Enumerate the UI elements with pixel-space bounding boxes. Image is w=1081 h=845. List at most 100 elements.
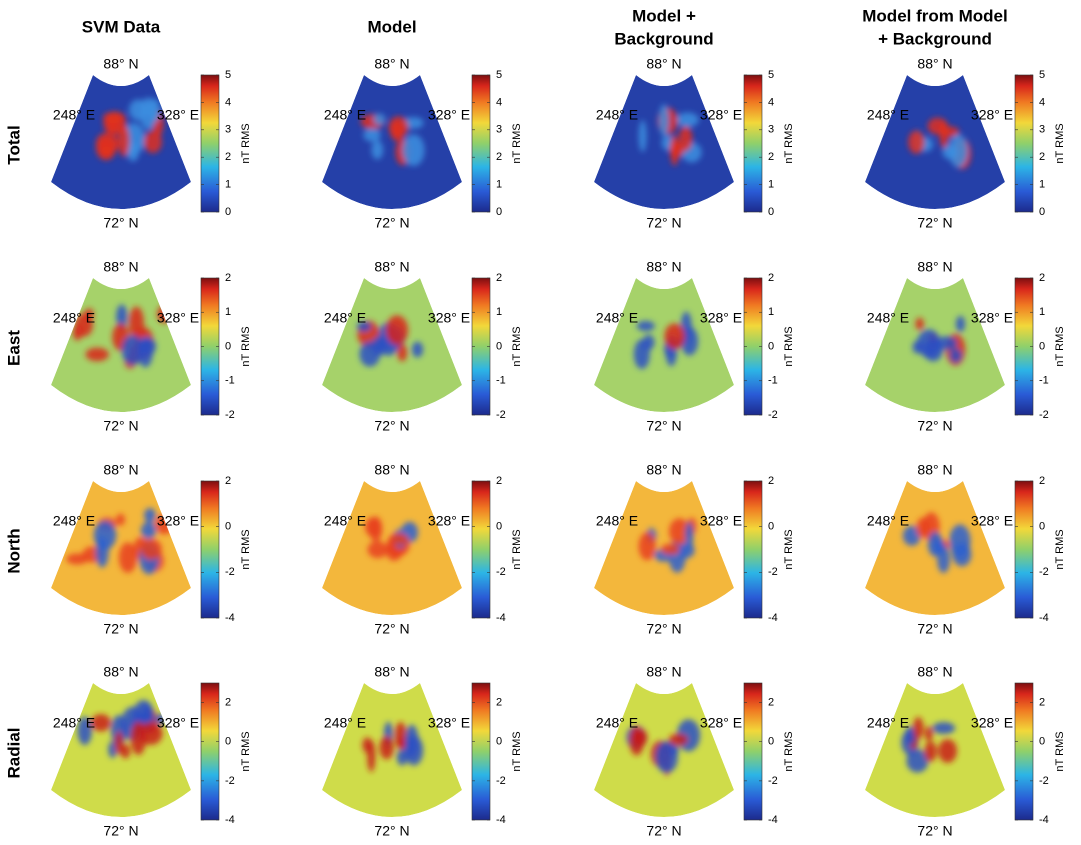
colorbar-label: nT RMS xyxy=(240,123,252,163)
map-feature xyxy=(678,126,693,152)
map-feature xyxy=(411,341,424,358)
colorbar xyxy=(471,74,491,213)
map-features xyxy=(95,97,164,162)
colorbar-tick-label: -1 xyxy=(225,375,235,387)
colorbar-tick-label: 2 xyxy=(225,696,231,708)
map-feature xyxy=(948,134,968,168)
colorbar xyxy=(471,682,491,821)
map-feature xyxy=(636,320,655,332)
map-label-east: 328° E xyxy=(428,715,470,731)
map-label-west: 248° E xyxy=(596,513,638,529)
colorbar-tick-label: -4 xyxy=(1039,814,1049,826)
map-feature xyxy=(906,749,929,773)
map-label-south: 72° N xyxy=(103,418,138,434)
map-feature xyxy=(664,323,686,350)
colorbar xyxy=(1014,682,1034,821)
colorbar-tick-label: -1 xyxy=(1039,375,1049,387)
map-feature xyxy=(362,737,373,753)
map-feature xyxy=(116,304,128,329)
map-feature xyxy=(385,315,409,345)
map-label-north: 88° N xyxy=(103,56,138,72)
map-label-north: 88° N xyxy=(374,462,409,478)
map-label-north: 88° N xyxy=(103,462,138,478)
colorbar-tick-label: 0 xyxy=(225,340,231,352)
map-label-west: 248° E xyxy=(324,715,366,731)
map-panel xyxy=(594,75,734,209)
colorbar xyxy=(200,682,220,821)
map-feature xyxy=(676,112,699,127)
map-label-south: 72° N xyxy=(646,823,681,839)
map-feature xyxy=(659,104,669,137)
colorbar-tick-label: -2 xyxy=(496,775,506,787)
map-feature xyxy=(117,124,130,157)
map-label-east: 328° E xyxy=(428,107,470,123)
map-feature xyxy=(394,721,407,750)
map-feature xyxy=(77,716,92,746)
map-panel xyxy=(322,278,462,412)
colorbar-tick-label: 2 xyxy=(768,475,774,487)
map-feature xyxy=(115,731,124,755)
map-feature xyxy=(391,532,408,546)
map-features xyxy=(633,311,699,370)
map-feature xyxy=(379,736,394,760)
map-feature xyxy=(148,98,161,122)
map-feature xyxy=(932,722,956,735)
map-features xyxy=(908,117,972,170)
colorbar-tick-label: 1 xyxy=(496,306,502,318)
map-label-east: 328° E xyxy=(971,310,1013,326)
map-feature xyxy=(140,521,157,540)
row-label: North xyxy=(4,528,23,573)
map-label-south: 72° N xyxy=(103,215,138,231)
map-label-north: 88° N xyxy=(374,664,409,680)
row-label: East xyxy=(4,330,23,366)
colorbar-tick-label: 0 xyxy=(1039,521,1045,533)
map-label-west: 248° E xyxy=(53,715,95,731)
map-label-east: 328° E xyxy=(700,107,742,123)
map-label-west: 248° E xyxy=(53,107,95,123)
colorbar-tick-label: 0 xyxy=(1039,206,1045,218)
colorbar-label: nT RMS xyxy=(511,731,523,771)
map-panel xyxy=(594,683,734,817)
map-features xyxy=(902,512,972,574)
colorbar-tick-label: 2 xyxy=(768,151,774,163)
map-feature xyxy=(85,347,110,362)
colorbar-tick-label: -2 xyxy=(225,566,235,578)
map-label-west: 248° E xyxy=(867,310,909,326)
colorbar-tick-label: 4 xyxy=(496,96,502,108)
map-feature xyxy=(916,517,931,538)
map-feature xyxy=(143,130,163,154)
map-feature xyxy=(668,733,688,746)
colorbar-tick-label: 0 xyxy=(496,340,502,352)
map-label-east: 328° E xyxy=(971,107,1013,123)
map-feature xyxy=(144,507,156,523)
map-feature xyxy=(371,140,384,160)
map-label-east: 328° E xyxy=(971,715,1013,731)
colorbar-label: nT RMS xyxy=(240,731,252,771)
map-feature xyxy=(908,130,925,154)
map-feature xyxy=(902,525,921,546)
map-label-south: 72° N xyxy=(103,823,138,839)
map-feature xyxy=(371,336,387,356)
map-label-east: 328° E xyxy=(700,513,742,529)
map-panel xyxy=(865,278,1005,412)
map-feature xyxy=(396,748,408,766)
map-label-east: 328° E xyxy=(971,513,1013,529)
map-label-north: 88° N xyxy=(646,56,681,72)
colorbar-tick-label: 2 xyxy=(1039,151,1045,163)
map-feature xyxy=(936,336,958,351)
colorbar-label: nT RMS xyxy=(511,326,523,366)
colorbar-tick-label: 4 xyxy=(768,96,774,108)
map-feature xyxy=(949,348,962,363)
colorbar-label: nT RMS xyxy=(783,123,795,163)
map-label-east: 328° E xyxy=(157,310,199,326)
map-feature xyxy=(904,726,916,745)
map-features xyxy=(901,717,957,773)
colorbar-tick-label: 0 xyxy=(496,521,502,533)
map-features xyxy=(72,304,172,369)
colorbar-tick-label: 0 xyxy=(768,206,774,218)
colorbar-label: nT RMS xyxy=(783,326,795,366)
map-feature xyxy=(938,738,957,763)
map-feature xyxy=(685,521,694,550)
map-background xyxy=(322,75,462,209)
map-feature xyxy=(90,714,112,732)
